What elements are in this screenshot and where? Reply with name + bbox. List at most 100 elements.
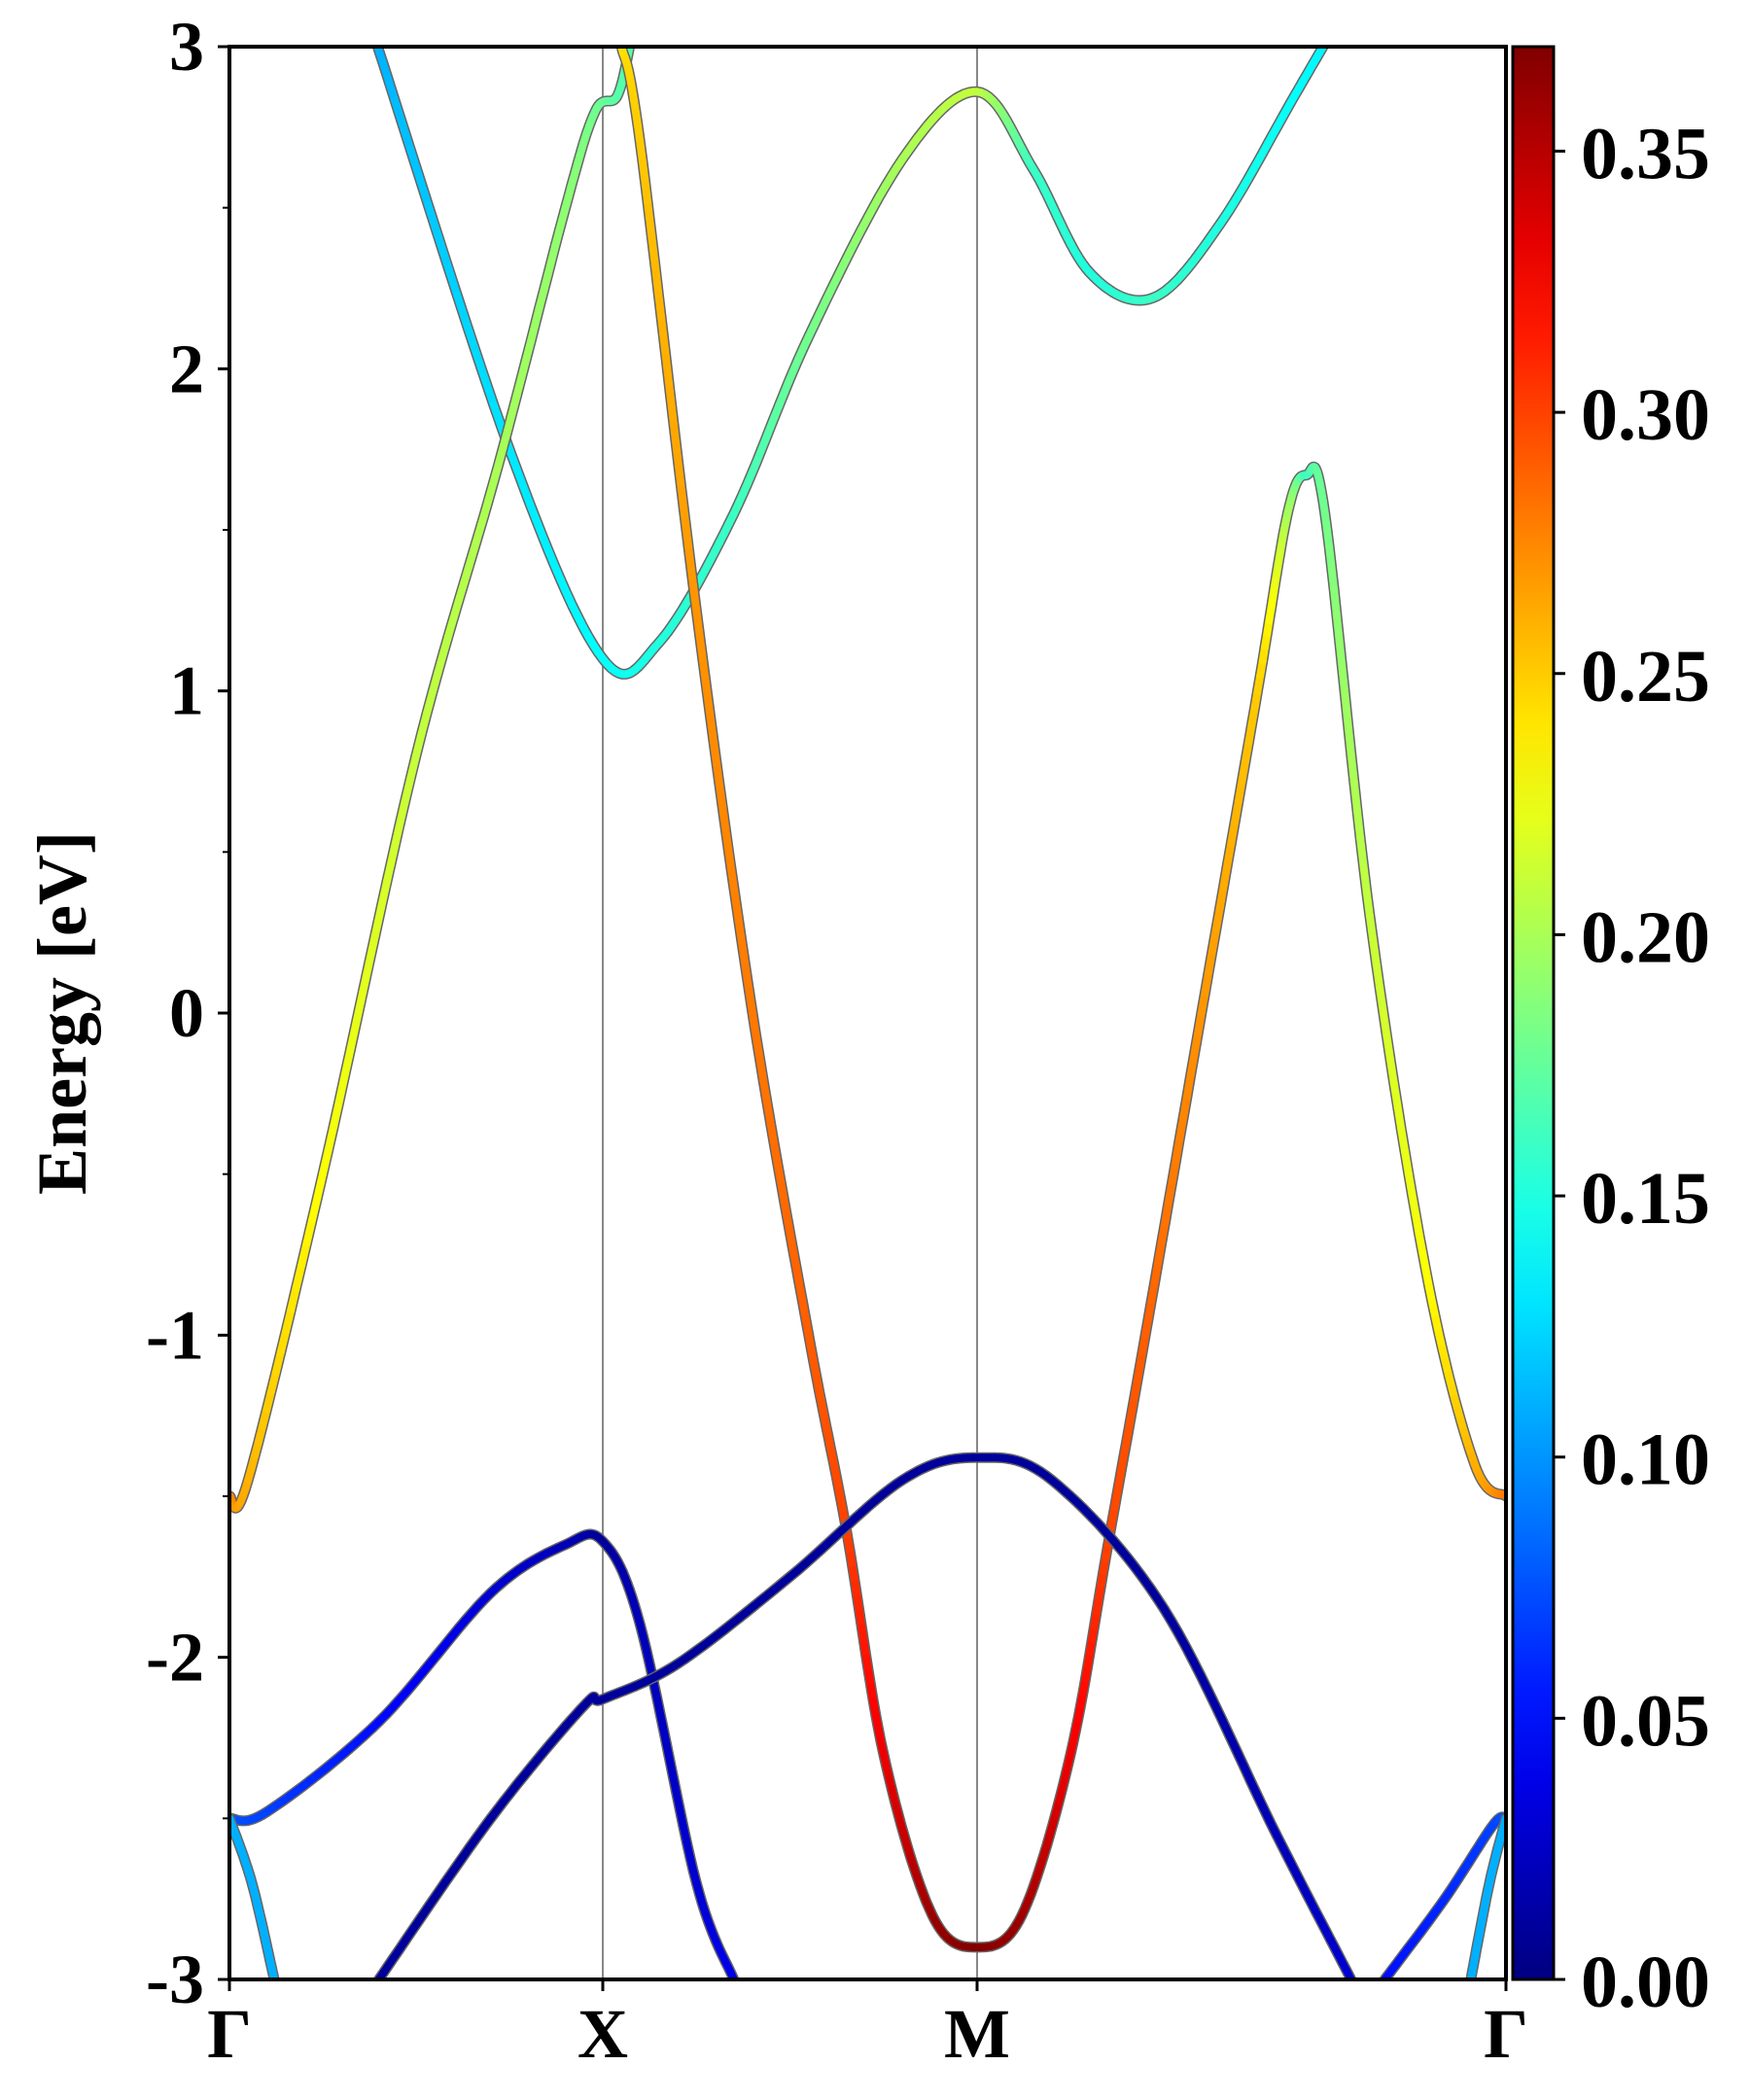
band-segment [662, 353, 674, 395]
band-segment [1349, 778, 1361, 815]
band-segment [699, 660, 712, 695]
band-segment [681, 517, 693, 557]
x-tick-label: Γ [207, 1995, 252, 2073]
colorbar-tick-label: 0.20 [1581, 896, 1710, 978]
band-segment [389, 823, 403, 858]
band-segment [308, 1193, 322, 1224]
y-tick-label: 2 [169, 330, 204, 407]
band-segment [424, 201, 442, 239]
band-5 [373, 1452, 1357, 1979]
band-segment [717, 791, 729, 825]
band-segment [673, 452, 685, 494]
band-segment [330, 1097, 343, 1131]
band-segment [684, 548, 697, 586]
band-segment [398, 120, 415, 154]
band-segment [324, 1122, 338, 1155]
band-outline [615, 47, 1506, 1953]
band-segment [453, 291, 471, 329]
band-segment [1319, 47, 1328, 50]
band-segment [1372, 960, 1384, 993]
band-segment [1341, 691, 1352, 728]
band-segment [1379, 1008, 1391, 1040]
band-segment [1382, 1032, 1395, 1065]
band-segment [1344, 719, 1355, 757]
band-segment [298, 1239, 311, 1270]
band-lines [229, 6, 1506, 1979]
colorbar-tick-label: 0.05 [1581, 1680, 1710, 1762]
band-segment [723, 842, 736, 875]
band-segment [490, 402, 507, 433]
band-segment [463, 320, 480, 357]
colorbar-axis: 0.00 0.05 0.10 0.15 0.20 0.25 0.30 0.35 [1554, 113, 1710, 2023]
band-segment [1366, 912, 1378, 944]
colorbar-tick-label: 0.30 [1581, 374, 1710, 456]
band-segment [313, 1170, 327, 1202]
y-tick-label: -2 [146, 1619, 204, 1697]
band-segment [706, 714, 718, 748]
band-segment [319, 1146, 332, 1178]
band-segment [727, 866, 739, 899]
band-segment [644, 204, 656, 240]
band-outline [371, 47, 1330, 680]
band-segment [481, 375, 498, 410]
band-segment [1335, 636, 1347, 672]
band-segment [401, 774, 415, 807]
colorbar-tick-label: 0.35 [1581, 113, 1710, 194]
band-segment [665, 386, 678, 428]
band-segment [632, 30, 633, 32]
band-segment [1359, 861, 1371, 896]
band-segment [738, 939, 750, 971]
band-segment [1339, 15, 1342, 20]
y-tick-label: -3 [146, 1941, 204, 2018]
x-tick-label: M [944, 1995, 1010, 2073]
band-segment [1356, 834, 1368, 870]
band-segment [720, 817, 732, 851]
band-segment [415, 172, 433, 210]
band-segment [648, 231, 659, 268]
band-segment [703, 686, 715, 721]
x-tick-label: Γ [1484, 1995, 1528, 2073]
band-4 [229, 1528, 740, 1979]
band-2 [229, 30, 636, 1514]
band-segment [395, 798, 409, 832]
y-tick-label: 0 [169, 974, 204, 1052]
band-1 [371, 6, 1348, 680]
band-7 [229, 1812, 280, 1979]
band-segment [1335, 20, 1338, 26]
band-segment [731, 891, 743, 924]
band-segment [1353, 806, 1365, 843]
band-segment [658, 321, 670, 362]
band-segment [1347, 749, 1358, 787]
band-segment [406, 145, 424, 181]
band-segment [1362, 888, 1374, 921]
band-segment [692, 606, 704, 642]
band-segment [347, 1015, 362, 1052]
y-tick-label: -1 [146, 1296, 204, 1374]
band-segment [383, 850, 398, 885]
band-segment [1369, 936, 1381, 968]
colorbar [1511, 45, 1556, 1981]
band-segment [370, 903, 385, 940]
band-segment [443, 261, 462, 299]
band-segment [677, 485, 689, 526]
y-axis: -3 -2 -1 0 1 2 3 [146, 8, 229, 2018]
band-segment [340, 1043, 355, 1078]
band-segment [1345, 6, 1348, 11]
colorbar-tick-label: 0.25 [1581, 636, 1710, 718]
y-tick-label: 1 [169, 652, 204, 730]
band-segment [1328, 32, 1332, 39]
band-segment [641, 180, 652, 213]
band-segment [695, 633, 708, 669]
band-segment [302, 1215, 317, 1247]
y-axis-title: Energy [eV] [23, 831, 101, 1195]
band-segment [365, 931, 379, 968]
band-segment [713, 765, 725, 800]
band-segment [434, 230, 452, 269]
band-segment [377, 876, 392, 912]
band-segment [391, 95, 406, 128]
band-segment [632, 33, 633, 36]
band-outline [229, 47, 636, 1514]
band-segment [631, 36, 632, 40]
band-segment [472, 348, 490, 384]
